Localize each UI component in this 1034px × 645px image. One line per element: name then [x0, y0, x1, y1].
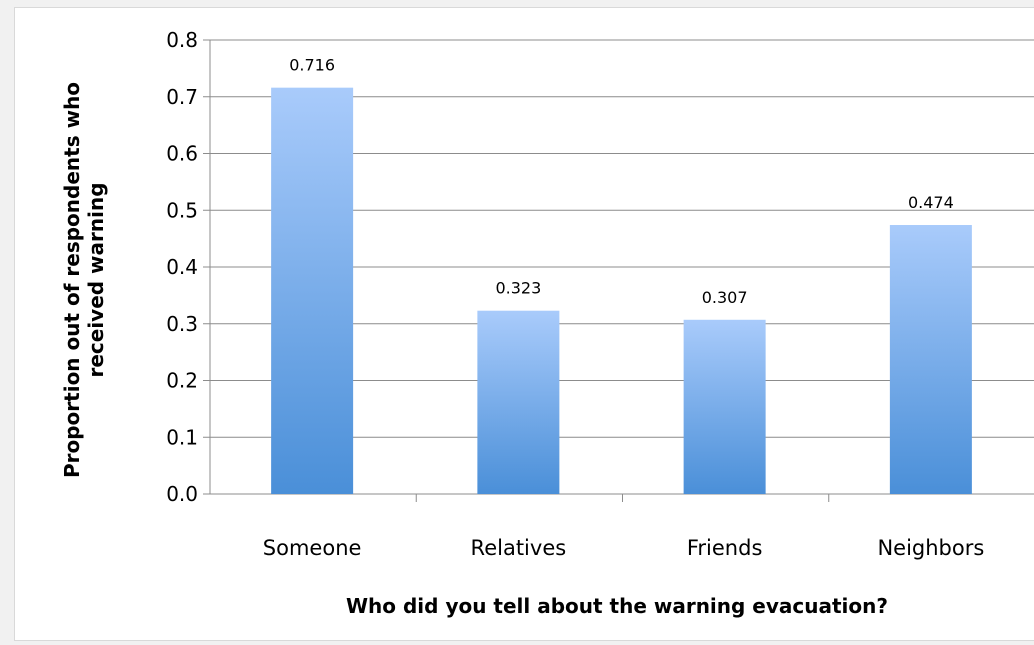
- y-tick-label: 0.4: [166, 255, 198, 279]
- y-tick-label: 0.7: [166, 85, 198, 109]
- y-axis-title-line-2: received warning: [84, 182, 108, 377]
- y-tick-label: 0.0: [166, 482, 198, 506]
- bar-friends: [683, 319, 766, 494]
- data-label: 0.716: [289, 56, 335, 75]
- bar-chart: 0.0 0.1 0.2 0.3 0.4 0.5 0.6 0.7 0.8 0.716 Someone 0…: [60, 28, 1034, 618]
- y-axis-title-line-1: Proportion out of respondents who: [60, 82, 84, 478]
- y-tick-label: 0.6: [166, 142, 198, 166]
- data-label: 0.474: [908, 193, 954, 212]
- chart-frame: 0.0 0.1 0.2 0.3 0.4 0.5 0.6 0.7 0.8 0.716 Someone 0…: [14, 7, 1034, 641]
- x-axis-title: Who did you tell about the warning evacu…: [346, 594, 888, 618]
- labels: 0.0 0.1 0.2 0.3 0.4 0.5 0.6 0.7 0.8 0.716 Someone 0…: [166, 28, 984, 560]
- bar-neighbors: [889, 225, 972, 494]
- y-tick-label: 0.2: [166, 369, 198, 393]
- y-tick-label: 0.3: [166, 312, 198, 336]
- x-category-label: Someone: [263, 536, 362, 560]
- x-category-label: Friends: [687, 536, 763, 560]
- bar-relatives: [477, 310, 560, 494]
- bars: [271, 87, 972, 495]
- y-tick-label: 0.8: [166, 28, 198, 52]
- y-tick-label: 0.5: [166, 198, 198, 222]
- x-category-label: Neighbors: [877, 536, 984, 560]
- data-label: 0.323: [495, 279, 541, 298]
- data-label: 0.307: [702, 288, 748, 307]
- x-category-label: Relatives: [471, 536, 567, 560]
- bar-someone: [271, 87, 354, 495]
- y-tick-label: 0.1: [166, 425, 198, 449]
